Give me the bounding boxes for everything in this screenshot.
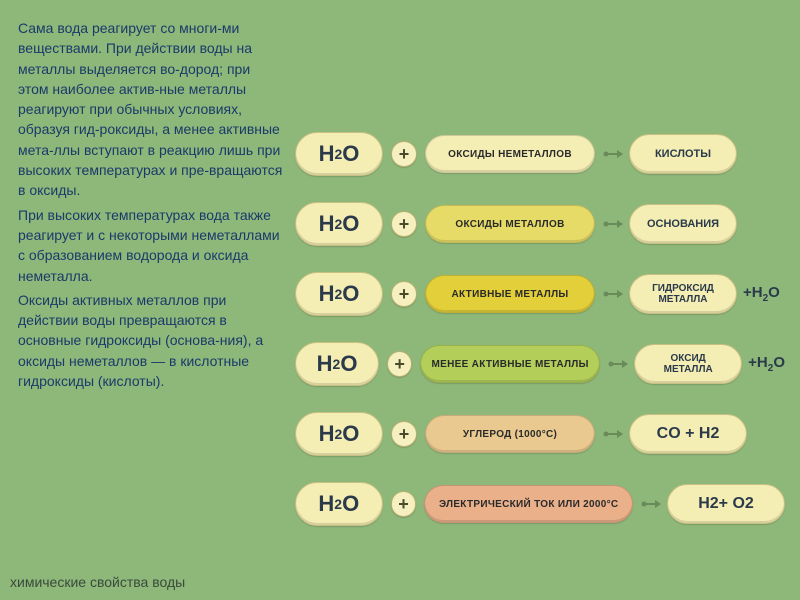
product-group: ОСНОВАНИЯ	[629, 204, 737, 244]
product-pill: ОСНОВАНИЯ	[629, 204, 737, 244]
reaction-row: H2O + ОКСИДЫ НЕМЕТАЛЛОВ КИСЛОТЫ	[295, 130, 785, 178]
plus-icon: +	[391, 421, 417, 447]
product-pill: ГИДРОКСИДМЕТАЛЛА	[629, 274, 737, 314]
h2o-pill: H2O	[295, 272, 383, 316]
h2o-pill: H2O	[295, 482, 383, 526]
paragraph-2: При высоких температурах вода также реаг…	[18, 205, 283, 286]
h2o-pill: H2O	[295, 342, 379, 386]
arrow-icon	[603, 427, 623, 441]
product-group: CO + H2	[629, 414, 747, 454]
reactant-pill: УГЛЕРОД (1000°С)	[425, 415, 595, 453]
reactant-pill: АКТИВНЫЕ МЕТАЛЛЫ	[425, 275, 595, 313]
product-group: КИСЛОТЫ	[629, 134, 737, 174]
arrow-icon	[603, 217, 623, 231]
product-group: ОКСИДМЕТАЛЛА +H2O	[634, 344, 785, 384]
plus-icon: +	[391, 281, 417, 307]
paragraph-1: Сама вода реагирует со многи-ми вещества…	[18, 18, 283, 201]
reaction-row: H2O + УГЛЕРОД (1000°С) CO + H2	[295, 410, 785, 458]
plus-icon: +	[391, 141, 417, 167]
product-group: H2 + O2	[667, 484, 785, 524]
plus-icon: +	[387, 351, 412, 377]
product-suffix: +H2O	[748, 354, 785, 374]
plus-icon: +	[391, 491, 417, 517]
reactant-pill: ЭЛЕКТРИЧЕСКИЙ ТОК ИЛИ 2000°С	[424, 485, 633, 523]
reaction-row: H2O + ЭЛЕКТРИЧЕСКИЙ ТОК ИЛИ 2000°С H2 + O2	[295, 480, 785, 528]
reactant-pill: ОКСИДЫ МЕТАЛЛОВ	[425, 205, 595, 243]
reaction-row: H2O + МЕНЕЕ АКТИВНЫЕ МЕТАЛЛЫ ОКСИДМЕТАЛЛА +…	[295, 340, 785, 388]
arrow-icon	[641, 497, 661, 511]
reactant-pill: ОКСИДЫ НЕМЕТАЛЛОВ	[425, 135, 595, 173]
arrow-icon	[603, 287, 623, 301]
arrow-icon	[608, 357, 628, 371]
paragraph-3: Оксиды активных металлов при действии во…	[18, 290, 283, 391]
product-pill: ОКСИДМЕТАЛЛА	[634, 344, 742, 384]
reactant-pill: МЕНЕЕ АКТИВНЫЕ МЕТАЛЛЫ	[420, 345, 600, 383]
h2o-pill: H2O	[295, 132, 383, 176]
reaction-row: H2O + ОКСИДЫ МЕТАЛЛОВ ОСНОВАНИЯ	[295, 200, 785, 248]
product-suffix: +H2O	[743, 284, 780, 304]
product-group: ГИДРОКСИДМЕТАЛЛА +H2O	[629, 274, 780, 314]
footer-caption: химические свойства воды	[10, 574, 185, 590]
plus-icon: +	[391, 211, 417, 237]
arrow-icon	[603, 147, 623, 161]
product-pill: КИСЛОТЫ	[629, 134, 737, 174]
h2o-pill: H2O	[295, 412, 383, 456]
product-pill: H2 + O2	[667, 484, 785, 524]
description-text: Сама вода реагирует со многи-ми вещества…	[18, 18, 283, 395]
product-pill: CO + H2	[629, 414, 747, 454]
h2o-pill: H2O	[295, 202, 383, 246]
reaction-rows: H2O + ОКСИДЫ НЕМЕТАЛЛОВ КИСЛОТЫ H2O + ОКСИДЫ …	[295, 130, 785, 528]
reaction-row: H2O + АКТИВНЫЕ МЕТАЛЛЫ ГИДРОКСИДМЕТАЛЛА +H2…	[295, 270, 785, 318]
